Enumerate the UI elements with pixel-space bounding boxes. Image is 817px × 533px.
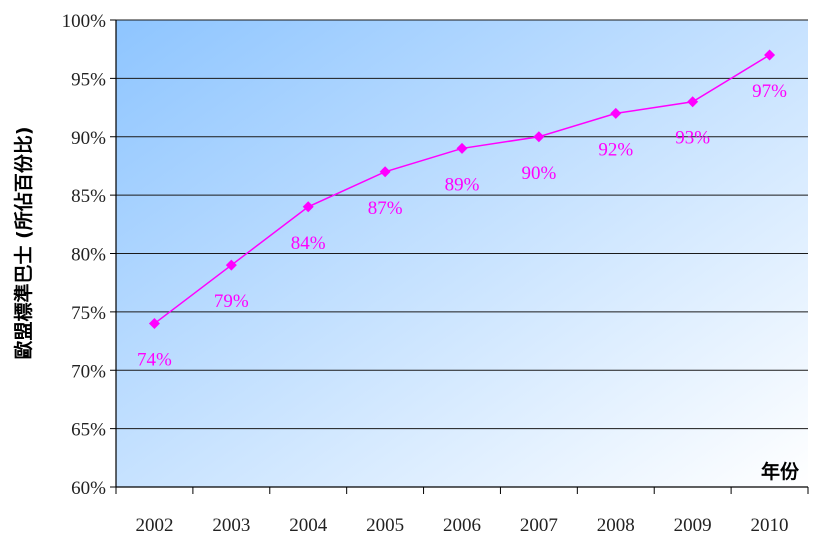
- data-label: 84%: [291, 233, 326, 254]
- data-point-marker: [610, 107, 622, 119]
- y-tick-label: 60%: [71, 478, 106, 499]
- data-point-marker: [533, 131, 545, 143]
- x-tick-label: 2007: [520, 515, 558, 533]
- y-tick-label: 100%: [62, 11, 107, 32]
- x-tick-label: 2005: [366, 515, 404, 533]
- x-tick-label: 2002: [135, 515, 173, 533]
- data-label: 93%: [675, 128, 710, 149]
- y-tick-label: 95%: [71, 69, 106, 90]
- y-tick-label: 70%: [71, 361, 106, 382]
- data-point-marker: [456, 142, 468, 154]
- x-tick-label: 2009: [674, 515, 712, 533]
- x-tick-label: 2010: [751, 515, 789, 533]
- y-tick-label: 85%: [71, 186, 106, 207]
- y-tick-labels: 60% 65% 70% 75% 80% 85% 90% 95% 100%: [62, 11, 107, 499]
- data-label: 74%: [137, 350, 172, 371]
- y-tick-label: 90%: [71, 128, 106, 149]
- x-axis-title: 年份: [761, 460, 800, 483]
- data-label: 90%: [521, 163, 556, 184]
- gridlines: [110, 19, 808, 488]
- data-point-marker: [148, 318, 160, 330]
- data-point-marker: [302, 201, 314, 213]
- data-label: 92%: [598, 139, 633, 160]
- data-label: 87%: [368, 198, 403, 219]
- x-tick-label: 2003: [212, 515, 250, 533]
- axes: [115, 20, 808, 488]
- x-tick-label: 2008: [597, 515, 635, 533]
- data-point-marker: [225, 259, 237, 271]
- data-point-marker: [687, 96, 699, 108]
- y-tick-label: 75%: [71, 303, 106, 324]
- x-tick-label: 2004: [289, 515, 328, 533]
- series-group: 74% 79% 84% 87% 89% 90% 92% 93% 97%: [137, 49, 787, 371]
- data-point-marker: [764, 49, 776, 61]
- data-label: 97%: [752, 81, 787, 102]
- y-axis-title: 歐盟標準巴士 (所佔百份比): [12, 127, 35, 360]
- x-tick-label: 2006: [443, 515, 481, 533]
- x-tick-labels: 2002 2003 2004 2005 2006 2007 2008 2009 2010: [115, 487, 809, 533]
- y-tick-label: 65%: [71, 420, 106, 441]
- y-tick-label: 80%: [71, 245, 106, 266]
- data-label: 89%: [445, 174, 480, 195]
- data-point-marker: [379, 166, 391, 178]
- data-label: 79%: [214, 291, 249, 312]
